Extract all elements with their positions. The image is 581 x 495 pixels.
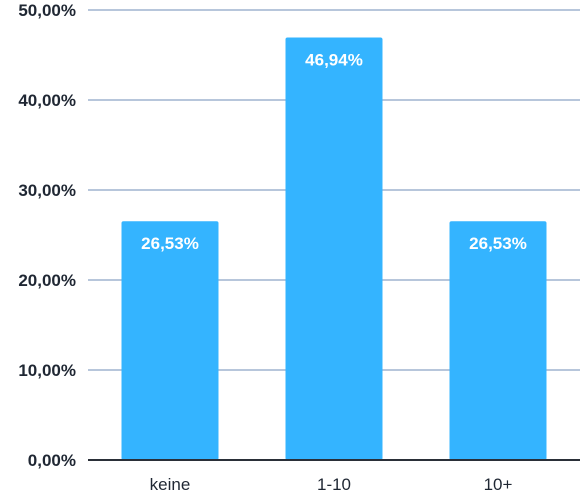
bar xyxy=(285,37,383,460)
y-tick-label: 50,00% xyxy=(18,1,76,20)
x-tick-label: 1-10 xyxy=(317,475,351,494)
y-tick-label: 0,00% xyxy=(28,451,76,470)
bar xyxy=(121,221,219,460)
y-tick-label: 10,00% xyxy=(18,361,76,380)
x-tick-label: 10+ xyxy=(484,475,513,494)
data-label: 46,94% xyxy=(305,51,363,70)
x-tick-label: keine xyxy=(150,475,191,494)
data-label: 26,53% xyxy=(469,234,527,253)
y-tick-label: 40,00% xyxy=(18,91,76,110)
data-label: 26,53% xyxy=(141,234,199,253)
y-tick-label: 30,00% xyxy=(18,181,76,200)
bar xyxy=(449,221,547,460)
y-tick-label: 20,00% xyxy=(18,271,76,290)
